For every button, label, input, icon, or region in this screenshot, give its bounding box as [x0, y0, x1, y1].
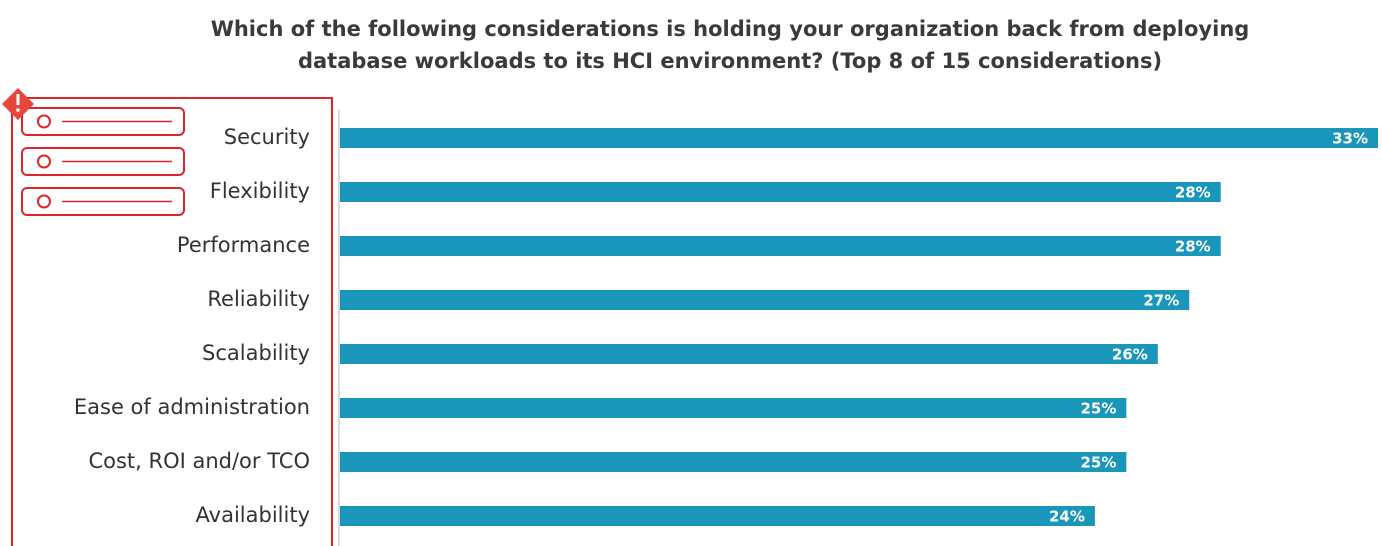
bar	[340, 506, 1095, 526]
value-label: 27%	[1143, 292, 1179, 310]
icon-badge-mark	[16, 94, 20, 105]
bar	[340, 452, 1127, 472]
category-label: Security	[224, 125, 310, 149]
icon-row	[21, 107, 185, 136]
chart-title: Which of the following considerations is…	[211, 17, 1250, 41]
value-label: 25%	[1080, 400, 1116, 418]
icon-badge-dot	[16, 108, 20, 112]
value-label: 26%	[1112, 346, 1148, 364]
bar	[340, 290, 1190, 310]
icon-row	[21, 147, 185, 176]
category-label: Ease of administration	[74, 395, 310, 419]
bar	[340, 182, 1221, 202]
icon-frame	[11, 97, 333, 546]
category-label: Performance	[177, 233, 310, 257]
icon-circle	[37, 194, 51, 209]
title: Which of the following considerations is…	[211, 17, 1250, 73]
bar	[340, 344, 1158, 364]
alert-icon	[2, 88, 333, 546]
icon-circle	[37, 154, 51, 169]
bar	[340, 128, 1378, 148]
value-label: 24%	[1049, 508, 1085, 526]
icon-row	[21, 187, 185, 216]
value-label: 28%	[1175, 184, 1211, 202]
bar	[340, 236, 1221, 256]
chart-title: database workloads to its HCI environmen…	[298, 49, 1162, 73]
category-label: Flexibility	[210, 179, 310, 203]
category-label: Scalability	[202, 341, 310, 365]
category-label: Cost, ROI and/or TCO	[88, 449, 310, 473]
icon-circle	[37, 114, 51, 129]
category-label: Reliability	[207, 287, 310, 311]
value-label: 33%	[1332, 130, 1368, 148]
category-label: Availability	[196, 503, 310, 527]
value-label: 25%	[1080, 454, 1116, 472]
value-label: 28%	[1175, 238, 1211, 256]
bar	[340, 398, 1127, 418]
